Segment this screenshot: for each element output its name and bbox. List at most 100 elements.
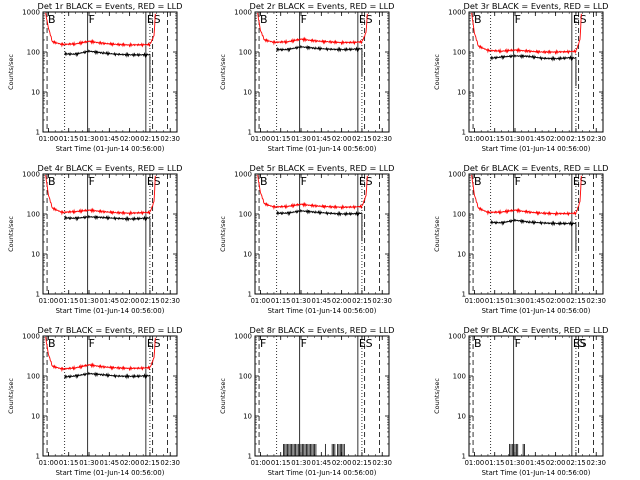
detector-panel-5: Det 5r BLACK = Events, RED = LLD Counts/s… xyxy=(219,163,394,315)
x-axis-label: Start Time (01-Jun-14 00:56:00) xyxy=(268,145,377,153)
event-marker-label: S xyxy=(154,13,161,26)
y-tick-label: 1000 xyxy=(448,171,466,179)
x-tick-label: 01:00 xyxy=(251,297,271,305)
y-tick-label: 100 xyxy=(27,211,40,219)
x-tick-label: 02:00 xyxy=(120,135,140,143)
detector-panel-6: Det 6r BLACK = Events, RED = LLD Counts/s… xyxy=(433,163,608,315)
panel-title: Det 4r BLACK = Events, RED = LLD xyxy=(38,163,183,173)
x-tick-label: 01:45 xyxy=(312,135,332,143)
event-marker-label: E xyxy=(147,337,154,350)
x-tick-label: 01:15 xyxy=(271,297,291,305)
y-tick-label: 10 xyxy=(457,89,466,97)
x-tick-label: 02:30 xyxy=(160,135,180,143)
y-tick-label: 1 xyxy=(462,453,466,461)
event-marker-label: F xyxy=(515,13,521,26)
y-tick-label: 1 xyxy=(36,129,40,137)
x-tick-label: 01:15 xyxy=(485,459,505,467)
y-tick-label: 1 xyxy=(248,291,252,299)
x-tick-label: 02:00 xyxy=(546,135,566,143)
y-tick-label: 10 xyxy=(31,251,40,259)
x-tick-label: 01:00 xyxy=(39,135,59,143)
plot-frame xyxy=(254,173,390,295)
x-tick-label: 01:30 xyxy=(79,135,99,143)
x-axis-label: Start Time (01-Jun-14 00:56:00) xyxy=(56,469,165,477)
x-tick-label: 01:00 xyxy=(251,459,271,467)
x-tick-label: 01:45 xyxy=(526,135,546,143)
events-series-line xyxy=(64,49,151,58)
event-marker-label: G xyxy=(577,337,586,350)
event-marker-label: S xyxy=(154,175,161,188)
event-marker-label: B xyxy=(474,175,482,188)
plot-frame xyxy=(254,11,390,133)
y-tick-label: 100 xyxy=(239,373,252,381)
y-tick-label: 100 xyxy=(239,211,252,219)
x-tick-label: 01:15 xyxy=(485,297,505,305)
x-tick-label: 02:30 xyxy=(586,459,606,467)
x-axis-label: Start Time (01-Jun-14 00:56:00) xyxy=(482,307,591,315)
event-marker-label: E xyxy=(359,13,366,26)
detector-panel-1: Det 1r BLACK = Events, RED = LLD Counts/s… xyxy=(7,1,182,153)
event-marker-label: B xyxy=(48,337,56,350)
event-marker-label: B xyxy=(48,13,56,26)
y-axis-label: Counts/sec xyxy=(219,54,227,90)
panel-title: Det 3r BLACK = Events, RED = LLD xyxy=(464,1,609,11)
y-tick-label: 1000 xyxy=(234,333,252,341)
x-tick-label: 01:30 xyxy=(291,459,311,467)
lld-series-line xyxy=(471,12,582,55)
x-tick-label: 01:45 xyxy=(526,459,546,467)
events-series-line xyxy=(276,44,363,53)
x-tick-label: 02:30 xyxy=(372,297,392,305)
event-marker-label: E xyxy=(573,337,580,350)
event-marker-label: B xyxy=(474,337,482,350)
plot-frame xyxy=(254,335,390,457)
event-marker-label: F xyxy=(260,337,266,350)
x-tick-label: 02:30 xyxy=(160,297,180,305)
x-tick-label: 02:30 xyxy=(372,135,392,143)
y-tick-label: 100 xyxy=(453,211,466,219)
x-tick-label: 02:15 xyxy=(566,459,586,467)
y-tick-label: 1 xyxy=(248,453,252,461)
x-tick-label: 01:00 xyxy=(465,135,485,143)
x-tick-label: 01:15 xyxy=(59,297,79,305)
events-series-line xyxy=(276,208,363,217)
x-axis-label: Start Time (01-Jun-14 00:56:00) xyxy=(268,307,377,315)
event-marker-label: B xyxy=(474,13,482,26)
x-tick-label: 02:30 xyxy=(372,459,392,467)
plot-frame xyxy=(42,11,178,133)
x-tick-label: 01:00 xyxy=(39,459,59,467)
x-tick-label: 01:30 xyxy=(291,135,311,143)
x-tick-label: 02:00 xyxy=(332,459,352,467)
x-tick-label: 02:15 xyxy=(352,459,372,467)
x-tick-label: 01:30 xyxy=(291,297,311,305)
y-axis-label: Counts/sec xyxy=(433,54,441,90)
y-tick-label: 1000 xyxy=(448,333,466,341)
x-tick-label: 01:45 xyxy=(312,459,332,467)
y-tick-label: 100 xyxy=(453,49,466,57)
y-axis-label: Counts/sec xyxy=(7,216,15,252)
y-tick-label: 10 xyxy=(243,413,252,421)
event-marker-label: E xyxy=(573,175,580,188)
event-marker-label: E xyxy=(359,337,366,350)
y-axis-label: Counts/sec xyxy=(219,216,227,252)
y-axis-label: Counts/sec xyxy=(7,54,15,90)
y-tick-label: 1000 xyxy=(448,9,466,17)
y-tick-label: 1 xyxy=(36,453,40,461)
event-marker-label: F xyxy=(301,175,307,188)
event-marker-label: S xyxy=(154,337,161,350)
y-tick-label: 10 xyxy=(31,413,40,421)
x-axis-label: Start Time (01-Jun-14 00:56:00) xyxy=(56,307,165,315)
panel-title: Det 5r BLACK = Events, RED = LLD xyxy=(250,163,395,173)
y-tick-label: 100 xyxy=(27,373,40,381)
event-marker-label: E xyxy=(359,175,366,188)
event-marker-label: S xyxy=(580,337,587,350)
x-tick-label: 01:00 xyxy=(251,135,271,143)
event-marker-label: F xyxy=(301,13,307,26)
y-axis-label: Counts/sec xyxy=(7,378,15,414)
x-tick-label: 02:30 xyxy=(586,297,606,305)
x-tick-label: 02:30 xyxy=(160,459,180,467)
y-tick-label: 100 xyxy=(239,49,252,57)
x-tick-label: 02:15 xyxy=(140,297,160,305)
x-tick-label: 01:00 xyxy=(39,297,59,305)
y-tick-label: 1 xyxy=(462,129,466,137)
